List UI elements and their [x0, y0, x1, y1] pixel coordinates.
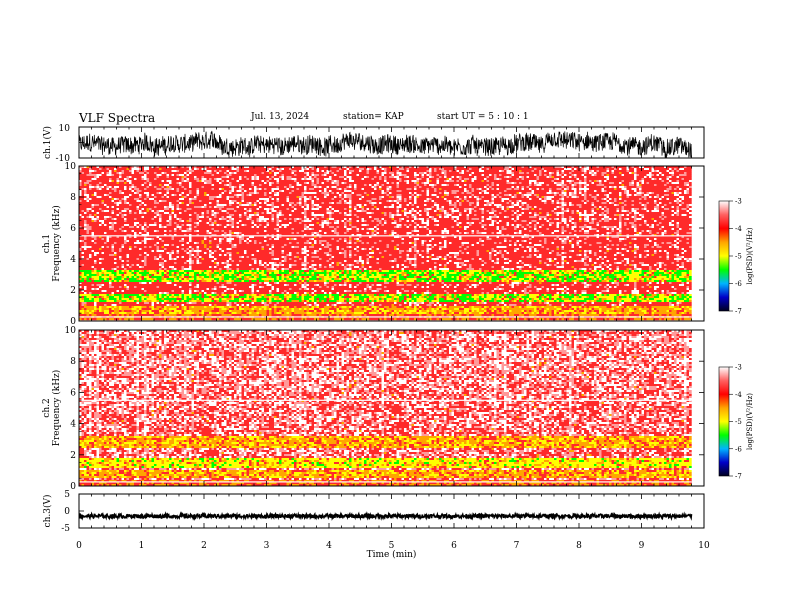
x-tick-label: 2 [201, 541, 207, 551]
y-tick-label: -5 [61, 524, 70, 534]
colorbar-tick-label: -4 [735, 225, 742, 233]
y-tick-label: 0 [70, 317, 76, 327]
x-tick-label: 10 [698, 541, 710, 551]
y-tick-label: 6 [70, 388, 76, 398]
y-axis-channel-label: ch.2 [42, 398, 52, 417]
chart-title: VLF Spectra [79, 111, 155, 125]
colorbar [718, 366, 730, 477]
y-axis-label: ch.1(V) [42, 126, 53, 159]
y-tick-label: 10 [65, 162, 77, 172]
colorbar-tick-label: -6 [735, 445, 742, 453]
x-tick-label: 0 [76, 541, 82, 551]
x-tick-label: 5 [389, 541, 395, 551]
station-label: station= KAP [343, 112, 404, 122]
colorbar-tick-label: -5 [735, 418, 742, 426]
y-tick-label: 8 [70, 193, 76, 203]
x-tick-label: 4 [326, 541, 332, 551]
panel-frame [78, 493, 705, 529]
ch2-spectrogram-cells [79, 330, 692, 487]
y-tick-label: 4 [70, 255, 76, 265]
y-tick-label: 10 [65, 326, 77, 336]
colorbar-tick-label: -5 [735, 253, 742, 261]
y-axis-label: Frequency (kHz) [51, 370, 62, 447]
ch1-spectrogram-artifact-line [79, 316, 692, 318]
y-tick-label: 0 [70, 482, 76, 492]
y-axis-label: ch.3(V) [42, 495, 53, 528]
x-axis-label: Time (min) [367, 549, 417, 560]
x-tick-label: 1 [139, 541, 145, 551]
colorbar-tick-label: -4 [735, 391, 742, 399]
colorbar [718, 200, 730, 312]
y-tick-label: 0 [64, 507, 70, 517]
colorbar-tick-label: -3 [735, 364, 742, 372]
y-tick-label: 8 [70, 357, 76, 367]
ch1-spectrogram-artifact-line [79, 235, 692, 237]
y-tick-label: 10 [59, 124, 71, 134]
x-tick-label: 3 [264, 541, 270, 551]
x-tick-label: 6 [451, 541, 457, 551]
colorbar-tick-label: -7 [735, 308, 742, 316]
ch2-spectrogram-artifact-line [79, 481, 692, 483]
date-label: Jul. 13, 2024 [251, 112, 309, 122]
y-tick-label: 5 [64, 490, 70, 500]
colorbar-tick-label: -7 [735, 473, 742, 481]
ch3-waveform-line [78, 511, 693, 522]
y-tick-label: 6 [70, 224, 76, 234]
ch1-spectrogram-cells [79, 166, 692, 321]
colorbar-tick-label: -3 [735, 198, 742, 206]
start-time-label: start UT = 5 : 10 : 1 [437, 112, 529, 122]
x-tick-label: 9 [639, 541, 645, 551]
colorbar-tick-label: -6 [735, 280, 742, 288]
y-axis-channel-label: ch.1 [42, 234, 52, 253]
x-tick-label: 8 [576, 541, 582, 551]
colorbar-label: log(PSD)(V²/Hz) [746, 227, 754, 284]
ch1-waveform-line [78, 130, 692, 158]
colorbar-label: log(PSD)(V²/Hz) [746, 393, 754, 450]
y-tick-label: 2 [70, 451, 76, 461]
y-tick-label: 2 [70, 286, 76, 296]
y-tick-label: -10 [56, 154, 71, 164]
ch2-spectrogram-artifact-line [79, 399, 692, 401]
x-tick-label: 7 [514, 541, 520, 551]
y-tick-label: 4 [70, 420, 76, 430]
y-axis-label: Frequency (kHz) [51, 205, 62, 282]
